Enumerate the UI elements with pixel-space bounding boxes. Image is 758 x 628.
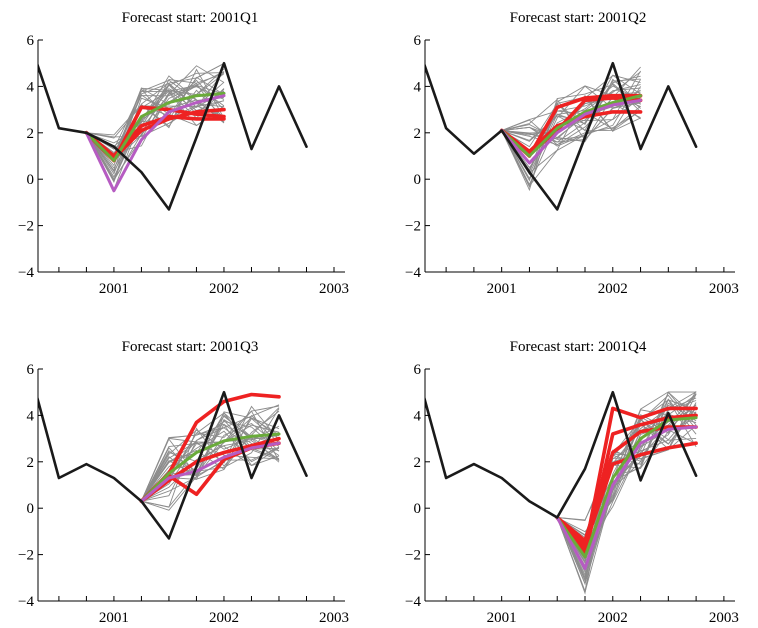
forecast-average-line	[139, 432, 281, 503]
panel-3: Forecast start: 2001Q3 −4 −2 0 2 4 6 2001 2002 20…	[18, 339, 349, 626]
model-forecast-path	[556, 394, 697, 586]
y-tick-label: 2	[414, 455, 422, 471]
x-tick-label: 2001	[487, 610, 517, 626]
model-forecast-path	[141, 412, 280, 502]
model-forecast-path	[501, 86, 641, 188]
forecast-average-line	[139, 441, 281, 503]
model-forecast-path	[141, 429, 280, 502]
panel-2: Forecast start: 2001Q2 −4 −2 0 2 4 6 2001 2002 20…	[405, 10, 739, 297]
y-tick-label: −2	[405, 219, 421, 235]
y-tick-label: 6	[414, 33, 422, 49]
y-tick-label: 4	[414, 408, 422, 424]
y-tick-label: 0	[27, 501, 35, 517]
x-tick-label: 2003	[709, 281, 739, 297]
actual-line	[38, 390, 308, 540]
actual-line	[38, 61, 308, 211]
forecast-average-line	[555, 416, 698, 559]
actual-line	[425, 390, 698, 519]
y-tick-label: 2	[27, 455, 35, 471]
forecast-model-line	[555, 425, 698, 543]
panel-title: Forecast start: 2001Q3	[122, 339, 259, 355]
x-tick-label: 2002	[598, 610, 628, 626]
model-forecast-path	[141, 410, 280, 502]
x-tick-label: 2003	[709, 610, 739, 626]
x-tick-label: 2002	[598, 281, 628, 297]
model-forecast-path	[140, 410, 280, 502]
model-forecast-path	[86, 63, 225, 175]
forecast-model-line	[555, 406, 698, 552]
plot-area	[38, 61, 308, 211]
y-tick-label: 2	[27, 126, 35, 142]
y-tick-label: 6	[27, 362, 35, 378]
model-forecast-path	[501, 84, 641, 192]
y-tick-label: 4	[27, 79, 35, 95]
x-tick-label: 2002	[209, 610, 239, 626]
forecast-average-line	[500, 98, 643, 165]
y-tick-label: −2	[18, 219, 34, 235]
forecast-average-line	[555, 425, 698, 570]
model-forecast-path	[86, 97, 225, 182]
x-tick-label: 2001	[99, 281, 129, 297]
forecast-average-line	[500, 94, 643, 158]
panel-1: Forecast start: 2001Q1 −4 −2 0 2 4 6 2001 2002 20…	[18, 10, 349, 297]
actual-line	[425, 61, 698, 211]
y-tick-label: 6	[27, 33, 35, 49]
y-tick-label: 0	[414, 501, 422, 517]
plot-area	[38, 390, 308, 540]
y-tick-label: −2	[18, 548, 34, 564]
panel-title: Forecast start: 2001Q1	[122, 10, 259, 26]
x-tick-label: 2001	[99, 610, 129, 626]
model-forecast-path	[501, 78, 641, 140]
y-tick-label: 0	[414, 172, 422, 188]
y-tick-label: 4	[414, 79, 422, 95]
panel-title: Forecast start: 2001Q4	[510, 339, 647, 355]
y-tick-label: −4	[405, 265, 421, 281]
panel-4: Forecast start: 2001Q4 −4 −2 0 2 4 6 2001 2002 20…	[405, 339, 739, 626]
x-tick-label: 2003	[319, 281, 349, 297]
model-forecast-path	[141, 435, 280, 502]
x-tick-label: 2003	[319, 610, 349, 626]
x-tick-label: 2001	[487, 281, 517, 297]
model-forecast-path	[86, 100, 225, 138]
y-tick-label: −2	[405, 548, 421, 564]
panel-title: Forecast start: 2001Q2	[510, 10, 647, 26]
y-tick-label: 2	[414, 126, 422, 142]
forecast-average-line	[84, 91, 226, 163]
y-tick-label: 6	[414, 362, 422, 378]
y-tick-label: −4	[18, 594, 34, 610]
model-forecast-path	[140, 422, 280, 502]
forecast-model-line	[139, 436, 281, 504]
y-tick-label: 0	[27, 172, 35, 188]
plot-area	[425, 390, 698, 595]
forecast-model-line	[84, 114, 226, 158]
model-forecast-path	[141, 446, 280, 502]
y-tick-label: 4	[27, 408, 35, 424]
forecast-average-line	[84, 94, 226, 193]
plot-area	[425, 61, 698, 211]
y-tick-label: −4	[405, 594, 421, 610]
model-forecast-path	[141, 441, 280, 502]
model-forecast-path	[141, 417, 280, 502]
model-forecast-path	[86, 82, 225, 167]
x-tick-label: 2002	[209, 281, 239, 297]
y-tick-label: −4	[18, 265, 34, 281]
